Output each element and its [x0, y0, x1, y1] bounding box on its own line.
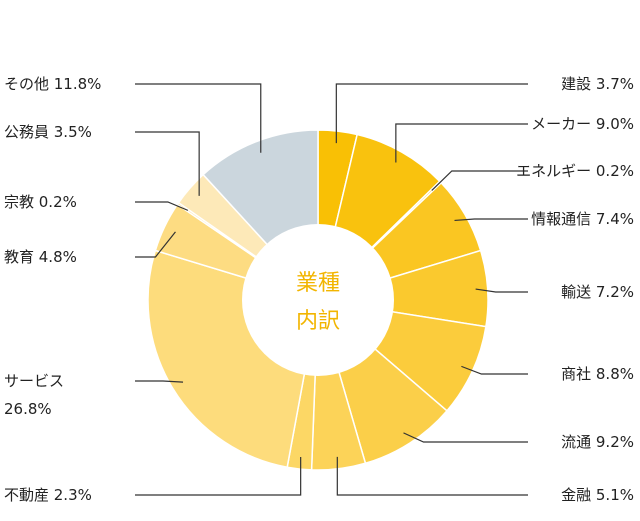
- leader-lines: [135, 83, 528, 496]
- slice-label-8: 金融 5.1%: [561, 486, 634, 504]
- slice-label-9: 不動産 2.3%: [4, 486, 92, 504]
- slice-label-12: 宗教 0.2%: [4, 193, 77, 211]
- slice-label-6: 商社 8.8%: [561, 365, 634, 383]
- leader-line-2: [395, 123, 528, 163]
- slice-label-1: 建設 3.7%: [561, 75, 634, 93]
- slice-label-10: サービス 26.8%: [4, 372, 64, 418]
- slice-label-10-name: サービス: [4, 372, 64, 390]
- slice-label-4: 情報通信 7.4%: [531, 210, 634, 228]
- leader-line-6: [461, 365, 528, 375]
- leader-line-11: [135, 231, 176, 258]
- slice-label-3: エネルギー 0.2%: [516, 162, 634, 180]
- slice-label-5: 輸送 7.2%: [561, 283, 634, 301]
- leader-line-8: [336, 456, 528, 496]
- leader-line-12: [135, 201, 189, 211]
- slice-label-7: 流通 9.2%: [561, 433, 634, 451]
- center-label-line1: 業種: [296, 271, 340, 296]
- slice-label-10-value: 26.8%: [4, 400, 52, 418]
- leader-line-14: [135, 83, 262, 153]
- leader-line-4: [454, 218, 528, 222]
- slice-labels: 建設 3.7% メーカー 9.0% エネルギー 0.2% 情報通信 7.4% 輸送 7.…: [4, 75, 634, 504]
- leader-line-7: [403, 432, 528, 443]
- slice-label-2: メーカー 9.0%: [531, 115, 634, 133]
- slice-label-14: その他 11.8%: [4, 75, 101, 93]
- leader-line-10: [135, 380, 184, 383]
- leader-line-3: [431, 170, 528, 191]
- slice-label-13: 公務員 3.5%: [4, 123, 92, 141]
- center-label-line2: 内訳: [296, 309, 340, 334]
- leader-line-1: [335, 83, 528, 144]
- slice-label-11: 教育 4.8%: [4, 248, 77, 266]
- donut-hole: [242, 224, 394, 376]
- leader-line-5: [475, 288, 528, 293]
- leader-line-13: [135, 131, 200, 196]
- leader-line-9: [135, 457, 302, 496]
